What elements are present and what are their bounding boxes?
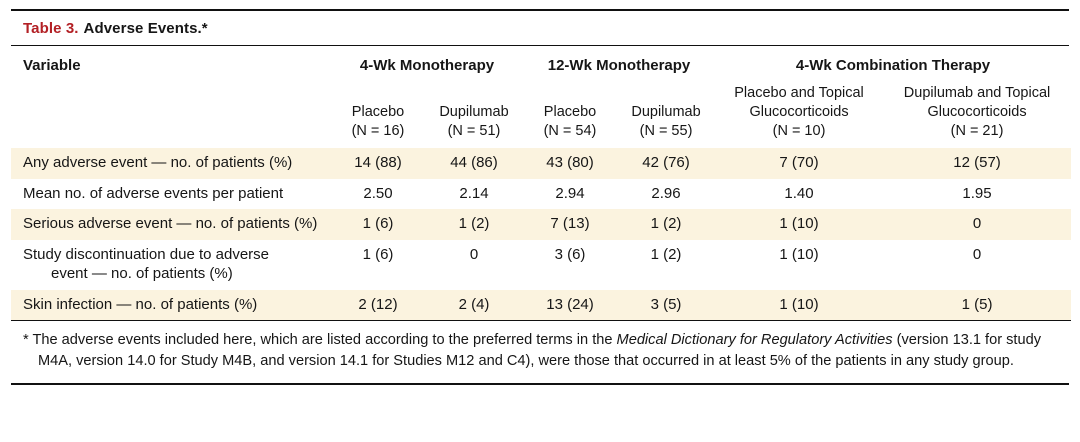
value-cell: 1 (2)	[650, 245, 682, 263]
variable-cell: Study discontinuation due to adverse eve…	[23, 245, 269, 283]
value-cell: 2 (12)	[358, 295, 398, 313]
footnote-italic: Medical Dictionary for Regulatory Activi…	[616, 332, 893, 349]
group-header-12wk-mono: 12-Wk Monotherapy	[547, 57, 691, 74]
subcolumn-header-row: Placebo (N = 16) Dupilumab (N = 51) Plac…	[11, 74, 1071, 148]
value-cell: 1 (10)	[779, 245, 819, 263]
table-row: Mean no. of adverse events per patient 2…	[11, 179, 1071, 210]
table-row: Skin infection — no. of patients (%) 2 (…	[11, 289, 1072, 321]
subcolumn-header-dupilumab-tgc-21: Dupilumab and Topical Glucocorticoids (N…	[903, 85, 1051, 140]
table-title-text: Adverse Events.*	[83, 20, 208, 37]
subcolumn-header-placebo-54: Placebo (N = 54)	[543, 104, 597, 140]
table-number-label: Table 3.	[23, 20, 79, 37]
value-cell: 1 (2)	[458, 215, 490, 233]
table-row: Study discontinuation due to adverse eve…	[11, 240, 1071, 290]
subcolumn-header-placebo-16: Placebo (N = 16)	[351, 104, 405, 140]
table-header: Variable 4-Wk Monotherapy 12-Wk Monother…	[11, 46, 1071, 148]
adverse-events-table-card: Table 3. Adverse Events.* Variable 4-Wk M…	[11, 9, 1072, 385]
footnote-part1: The adverse events included here, which …	[28, 332, 617, 349]
data-table: Variable 4-Wk Monotherapy 12-Wk Monother…	[11, 46, 1072, 322]
value-cell: 2.96	[651, 184, 681, 202]
subcolumn-header-placebo-tgc-10: Placebo and Topical Glucocorticoids (N =…	[734, 85, 864, 140]
group-header-4wk-mono: 4-Wk Monotherapy	[359, 57, 495, 74]
value-cell: 13 (24)	[546, 295, 594, 313]
footnote-part2: (version 13.1 for study M4A, version 14.…	[38, 332, 1042, 370]
value-cell: 1 (5)	[961, 295, 993, 313]
subcolumn-header-dupilumab-55: Dupilumab (N = 55)	[631, 104, 701, 140]
value-cell: 1.40	[784, 184, 814, 202]
footnote-text: * The adverse events included here, whic…	[23, 330, 1057, 371]
value-cell: 2.94	[555, 184, 585, 202]
variable-cell: Mean no. of adverse events per patient	[23, 184, 284, 202]
value-cell: 7 (13)	[550, 215, 590, 233]
value-cell: 2 (4)	[458, 295, 490, 313]
value-cell: 0	[469, 245, 479, 263]
value-cell: 44 (86)	[450, 154, 498, 172]
value-cell: 1 (6)	[362, 245, 394, 263]
table-body: Any adverse event — no. of patients (%) …	[11, 148, 1072, 321]
table-row: Any adverse event — no. of patients (%) …	[11, 148, 1072, 179]
value-cell: 2.50	[363, 184, 393, 202]
value-cell: 0	[972, 245, 982, 263]
value-cell: 42 (76)	[642, 154, 690, 172]
value-cell: 43 (80)	[546, 154, 594, 172]
value-cell: 1.95	[962, 184, 992, 202]
group-header-4wk-combo: 4-Wk Combination Therapy	[795, 57, 991, 74]
table-row: Serious adverse event — no. of patients …	[11, 209, 1072, 240]
group-header-row: Variable 4-Wk Monotherapy 12-Wk Monother…	[11, 46, 1071, 74]
value-cell: 0	[972, 215, 982, 233]
value-cell: 1 (6)	[362, 215, 394, 233]
value-cell: 1 (2)	[650, 215, 682, 233]
value-cell: 3 (6)	[554, 245, 586, 263]
value-cell: 14 (88)	[354, 154, 402, 172]
subcolumn-header-dupilumab-51: Dupilumab (N = 51)	[439, 104, 509, 140]
value-cell: 1 (10)	[779, 295, 819, 313]
value-cell: 1 (10)	[779, 215, 819, 233]
value-cell: 2.14	[459, 184, 489, 202]
variable-cell: Skin infection — no. of patients (%)	[23, 295, 258, 313]
value-cell: 3 (5)	[650, 295, 682, 313]
table-title: Table 3. Adverse Events.*	[11, 11, 1069, 46]
variable-column-header: Variable	[23, 57, 81, 74]
variable-cell: Any adverse event — no. of patients (%)	[23, 154, 293, 172]
value-cell: 12 (57)	[953, 154, 1001, 172]
value-cell: 7 (70)	[779, 154, 819, 172]
variable-cell: Serious adverse event — no. of patients …	[23, 215, 318, 233]
footnote-marker: *	[23, 332, 29, 349]
table-footnote: * The adverse events included here, whic…	[11, 321, 1069, 382]
